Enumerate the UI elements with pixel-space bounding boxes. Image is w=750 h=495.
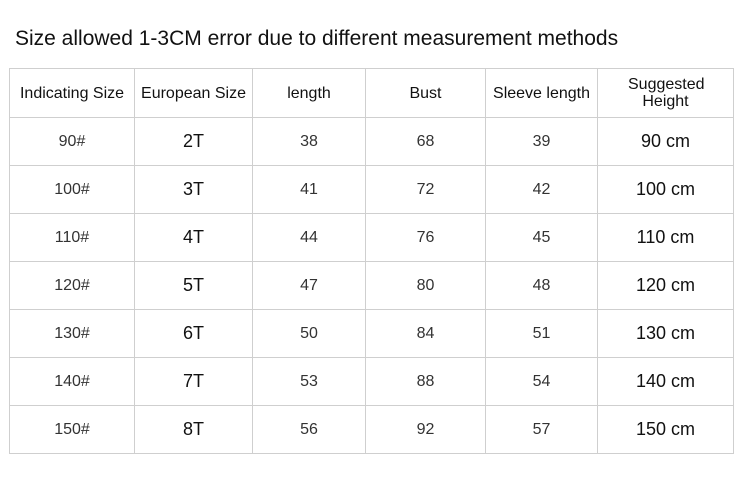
table-row: 90# 2T 38 68 39 90 cm xyxy=(9,117,734,166)
table-cell: 7T xyxy=(134,357,253,406)
table-cell: 150# xyxy=(9,405,135,454)
table-body: 90# 2T 38 68 39 90 cm 100# 3T 41 72 42 100 cm 110# 4T… xyxy=(9,117,734,454)
column-header: Bust xyxy=(365,68,486,118)
table-cell: 90# xyxy=(9,117,135,166)
table-row: 110# 4T 44 76 45 110 cm xyxy=(9,213,734,262)
table-cell: 44 xyxy=(252,213,366,262)
column-header: Sleeve length xyxy=(485,68,598,118)
table-cell: 45 xyxy=(485,213,598,262)
table-cell: 92 xyxy=(365,405,486,454)
table-cell: 48 xyxy=(485,261,598,310)
table-cell: 120 cm xyxy=(597,261,734,310)
table-row: 140# 7T 53 88 54 140 cm xyxy=(9,357,734,406)
table-cell: 8T xyxy=(134,405,253,454)
column-header: Suggested Height xyxy=(597,68,734,118)
table-cell: 56 xyxy=(252,405,366,454)
table-cell: 130# xyxy=(9,309,135,358)
column-header: European Size xyxy=(134,68,253,118)
table-cell: 100 cm xyxy=(597,165,734,214)
size-table: Indicating Size European Size length Bust Sl… xyxy=(9,68,734,454)
table-cell: 47 xyxy=(252,261,366,310)
table-cell: 110 cm xyxy=(597,213,734,262)
table-cell: 41 xyxy=(252,165,366,214)
table-cell: 42 xyxy=(485,165,598,214)
table-cell: 3T xyxy=(134,165,253,214)
table-row: 150# 8T 56 92 57 150 cm xyxy=(9,405,734,454)
column-header: length xyxy=(252,68,366,118)
table-row: 130# 6T 50 84 51 130 cm xyxy=(9,309,734,358)
table-cell: 150 cm xyxy=(597,405,734,454)
table-cell: 130 cm xyxy=(597,309,734,358)
table-cell: 39 xyxy=(485,117,598,166)
table-cell: 6T xyxy=(134,309,253,358)
table-cell: 140 cm xyxy=(597,357,734,406)
header-row: Indicating Size European Size length Bust Sl… xyxy=(9,68,734,118)
table-cell: 2T xyxy=(134,117,253,166)
table-cell: 54 xyxy=(485,357,598,406)
table-cell: 4T xyxy=(134,213,253,262)
table-cell: 110# xyxy=(9,213,135,262)
table-cell: 50 xyxy=(252,309,366,358)
table-cell: 51 xyxy=(485,309,598,358)
title: Size allowed 1-3CM error due to differen… xyxy=(15,27,619,50)
table-row: 100# 3T 41 72 42 100 cm xyxy=(9,165,734,214)
table-cell: 76 xyxy=(365,213,486,262)
table-cell: 5T xyxy=(134,261,253,310)
table-cell: 72 xyxy=(365,165,486,214)
table-cell: 100# xyxy=(9,165,135,214)
table-cell: 90 cm xyxy=(597,117,734,166)
table-cell: 84 xyxy=(365,309,486,358)
table-cell: 57 xyxy=(485,405,598,454)
table-row: 120# 5T 47 80 48 120 cm xyxy=(9,261,734,310)
table-cell: 140# xyxy=(9,357,135,406)
table-cell: 120# xyxy=(9,261,135,310)
table-cell: 68 xyxy=(365,117,486,166)
table-cell: 80 xyxy=(365,261,486,310)
column-header: Indicating Size xyxy=(9,68,135,118)
table-cell: 53 xyxy=(252,357,366,406)
table-cell: 38 xyxy=(252,117,366,166)
table-cell: 88 xyxy=(365,357,486,406)
